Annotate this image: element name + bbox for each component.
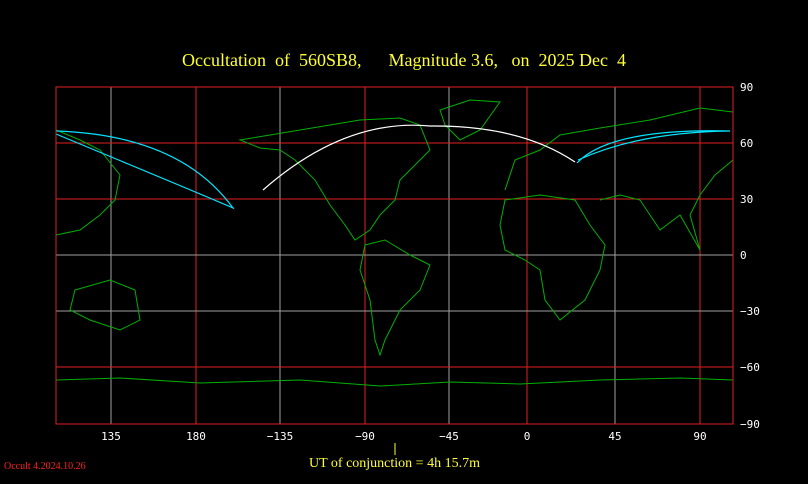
coast-antarctica: [55, 377, 734, 387]
lon-tick-label: 135: [101, 430, 121, 443]
coast-south-america: [359, 239, 431, 357]
lat-tick-label: 30: [740, 193, 753, 206]
lon-tick-label: 90: [693, 430, 706, 443]
lat-tick-label: 0: [740, 249, 747, 262]
lat-tick-label: 90: [740, 81, 753, 94]
coast-north-america: [238, 117, 431, 241]
lon-tick-label: 180: [186, 430, 206, 443]
limit-line-east: [576, 130, 731, 164]
lat-tick-label: −30: [740, 305, 760, 318]
chart-title: Occultation of 560SB8, Magnitude 3.6, on…: [182, 50, 626, 70]
version-label: Occult 4.2024.10.26: [4, 461, 86, 472]
limit-line-west: [55, 130, 235, 210]
lon-tick-label: 45: [608, 430, 621, 443]
coast-eurasia: [55, 107, 734, 251]
lon-tick-label: −45: [439, 430, 459, 443]
lat-tick-label: −90: [740, 418, 760, 431]
lat-tick-label: 60: [740, 137, 753, 150]
lat-tick-label: −60: [740, 361, 760, 374]
lon-tick-label: −90: [355, 430, 375, 443]
map-border: [55, 86, 734, 425]
central-path-line: [262, 124, 576, 191]
coastlines: [55, 99, 734, 387]
ut-conjunction-label: UT of conjunction = 4h 15.7m: [309, 456, 480, 471]
lon-tick-label: −135: [267, 430, 294, 443]
coast-africa: [499, 194, 606, 321]
coast-australia: [69, 279, 141, 331]
lon-tick-label: 0: [524, 430, 531, 443]
coast-greenland: [439, 99, 501, 141]
